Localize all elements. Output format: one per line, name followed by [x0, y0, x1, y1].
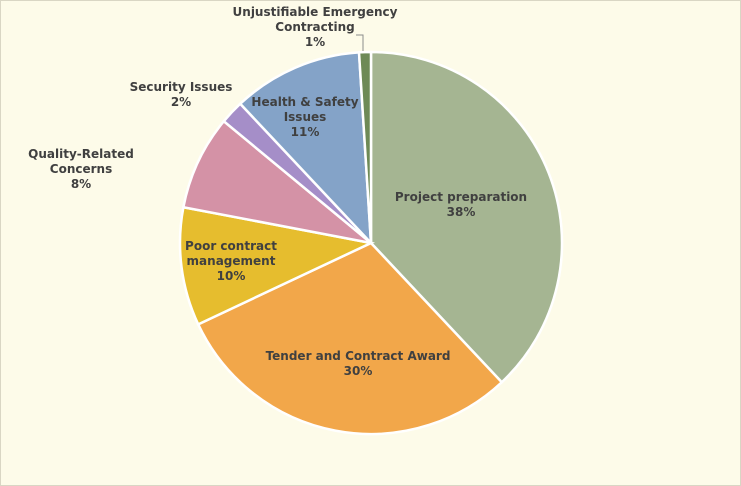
- pie-slice-unjustifiable-emergency-contracting: [357, 50, 373, 244]
- data-label-poor-contract-management: Poor contract management 10%: [185, 239, 277, 283]
- pie-slice-health-safety-issues: [238, 51, 373, 247]
- pie-slice-poor-contract-management: [178, 205, 376, 326]
- data-label-tender-and-contract-award: Tender and Contract Award 30%: [266, 349, 451, 378]
- pie-slice-quality-related-concerns: [181, 119, 372, 245]
- data-label-health-safety-issues: Health & Safety Issues 11%: [251, 95, 358, 139]
- pie-slice-project-preparation: [369, 50, 564, 384]
- pie-slice-tender-and-contract-award: [196, 241, 504, 436]
- data-label-quality-related-concerns: Quality-Related Concerns 8%: [28, 147, 134, 191]
- data-label-security-issues: Security Issues 2%: [130, 80, 233, 109]
- leader-line: [356, 34, 364, 51]
- data-label-unjustifiable-emergency-contracting: Unjustifiable Emergency Contracting 1%: [233, 5, 398, 49]
- data-label-project-preparation: Project preparation 38%: [395, 190, 527, 219]
